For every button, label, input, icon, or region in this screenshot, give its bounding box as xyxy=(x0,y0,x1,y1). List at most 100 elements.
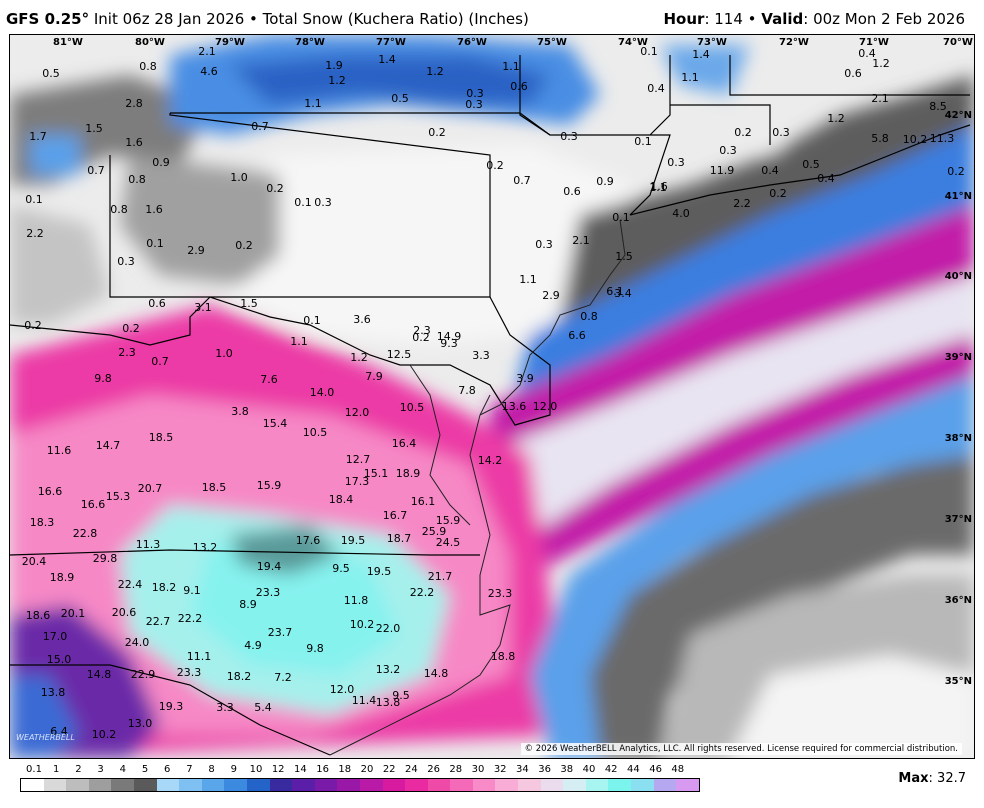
snowfall-value-label: 22.8 xyxy=(73,527,98,540)
snowfall-value-label: 19.3 xyxy=(159,700,184,713)
snowfall-value-label: 22.9 xyxy=(131,668,156,681)
snowfall-value-label: 12.0 xyxy=(533,400,558,413)
snowfall-value-label: 1.2 xyxy=(827,112,845,125)
legend-swatch xyxy=(201,779,225,791)
forecast-hour: 114 xyxy=(714,10,743,28)
snowfall-value-label: 2.2 xyxy=(26,227,44,240)
snowfall-value-label: 0.2 xyxy=(266,182,284,195)
latitude-label: 35°N xyxy=(945,676,972,687)
longitude-label: 75°W xyxy=(537,37,567,48)
snowfall-value-label: 0.7 xyxy=(151,355,169,368)
snowfall-value-label: 0.2 xyxy=(486,159,504,172)
snowfall-value-label: 22.2 xyxy=(178,612,203,625)
snow-shading xyxy=(10,35,974,758)
legend-tick-label: 34 xyxy=(516,764,529,775)
longitude-label: 71°W xyxy=(859,37,889,48)
legend-swatch xyxy=(337,779,360,791)
snowfall-value-label: 13.2 xyxy=(376,663,401,676)
snowfall-value-label: 12.0 xyxy=(345,406,370,419)
run-description: Init 06z 28 Jan 2026 • Total Snow (Kuche… xyxy=(93,10,529,28)
snowfall-value-label: 0.8 xyxy=(139,60,157,73)
snowfall-value-label: 22.2 xyxy=(410,586,435,599)
legend-swatch xyxy=(246,779,270,791)
snowfall-value-label: 13.8 xyxy=(41,686,66,699)
snowfall-value-label: 17.6 xyxy=(296,534,321,547)
snowfall-value-label: 14.8 xyxy=(424,667,449,680)
legend-tick-label: 3 xyxy=(97,764,104,775)
legend-swatch xyxy=(631,779,654,791)
snowfall-value-label: 9.8 xyxy=(306,642,324,655)
snowfall-value-label: 3.8 xyxy=(231,405,249,418)
snowfall-value-label: 17.0 xyxy=(43,630,68,643)
snowfall-value-label: 2.2 xyxy=(733,197,751,210)
snowfall-value-label: 13.8 xyxy=(376,696,401,709)
snowfall-value-label: 18.5 xyxy=(202,481,227,494)
latitude-label: 41°N xyxy=(945,191,972,202)
legend-swatch xyxy=(382,779,406,791)
legend-swatch xyxy=(405,779,428,791)
legend-swatch xyxy=(585,779,609,791)
snowfall-value-label: 1.1 xyxy=(649,181,667,194)
snowfall-value-label: 1.2 xyxy=(872,57,890,70)
legend-tick-label: 8 xyxy=(208,764,215,775)
snowfall-value-label: 3.3 xyxy=(472,349,490,362)
legend-swatch xyxy=(427,779,451,791)
legend-swatch xyxy=(133,779,157,791)
snowfall-value-label: 0.2 xyxy=(428,126,446,139)
snowfall-map[interactable]: 81°W 80°W 79°W 78°W 77°W 76°W 75°W 74°W 73°W 72°W… xyxy=(9,34,975,759)
snowfall-value-label: 1.4 xyxy=(378,53,396,66)
snowfall-value-label: 29.8 xyxy=(93,552,118,565)
longitude-label: 73°W xyxy=(697,37,727,48)
snowfall-value-label: 0.2 xyxy=(235,239,253,252)
snowfall-value-label: 19.5 xyxy=(367,565,392,578)
snowfall-value-label: 16.1 xyxy=(411,495,436,508)
state-borders xyxy=(10,55,971,756)
snowfall-value-label: 12.5 xyxy=(387,348,412,361)
snowfall-value-label: 2.8 xyxy=(125,97,143,110)
snowfall-value-label: 3.6 xyxy=(353,313,371,326)
legend-color-bar xyxy=(20,778,700,792)
snowfall-value-label: 12.0 xyxy=(330,683,355,696)
legend-swatch xyxy=(608,779,632,791)
snowfall-value-label: 18.9 xyxy=(396,467,421,480)
legend-tick-label: 0.1 xyxy=(26,764,42,775)
snowfall-value-label: 1.0 xyxy=(230,171,248,184)
snowfall-value-label: 2.9 xyxy=(542,289,560,302)
snowfall-value-label: 5.8 xyxy=(871,132,889,145)
snowfall-value-label: 18.3 xyxy=(30,516,55,529)
snowfall-value-label: 0.2 xyxy=(122,322,140,335)
legend-tick-label: 10 xyxy=(249,764,263,775)
legend-tick-label: 38 xyxy=(560,764,574,775)
snowfall-value-label: 11.3 xyxy=(136,538,161,551)
snowfall-value-label: 4.9 xyxy=(244,639,262,652)
snowfall-value-label: 3.4 xyxy=(614,287,632,300)
snowfall-value-label: 0.6 xyxy=(148,297,166,310)
snowfall-value-label: 22.0 xyxy=(376,622,401,635)
snowfall-value-label: 13.2 xyxy=(193,541,218,554)
legend-swatch xyxy=(450,779,473,791)
legend-tick-label: 44 xyxy=(627,764,640,775)
legend-tick-label: 6 xyxy=(164,764,171,775)
snowfall-value-label: 18.6 xyxy=(26,609,51,622)
snowfall-value-label: 1.1 xyxy=(290,335,308,348)
snowfall-value-label: 11.6 xyxy=(47,444,72,457)
snowfall-value-label: 0.3 xyxy=(560,130,578,143)
snowfall-value-label: 9.1 xyxy=(183,584,201,597)
snowfall-value-label: 4.0 xyxy=(672,207,690,220)
legend-tick-label: 46 xyxy=(649,764,662,775)
snowfall-value-label: 16.7 xyxy=(383,509,408,522)
legend-swatch xyxy=(540,779,564,791)
hour-label: Hour xyxy=(663,10,705,28)
snowfall-value-label: 0.1 xyxy=(612,211,630,224)
snowfall-value-label: 14.9 xyxy=(437,330,462,343)
legend-swatch xyxy=(495,779,519,791)
snowfall-value-label: 0.7 xyxy=(513,174,531,187)
snowfall-value-label: 15.1 xyxy=(364,467,389,480)
max-label: Max xyxy=(898,771,929,786)
snowfall-value-label: 18.8 xyxy=(491,650,516,663)
snowfall-value-label: 0.4 xyxy=(761,164,779,177)
snowfall-value-label: 18.9 xyxy=(50,571,75,584)
snowfall-value-label: 2.3 xyxy=(118,346,136,359)
legend-swatch xyxy=(179,779,202,791)
snowfall-value-label: 18.5 xyxy=(149,431,174,444)
